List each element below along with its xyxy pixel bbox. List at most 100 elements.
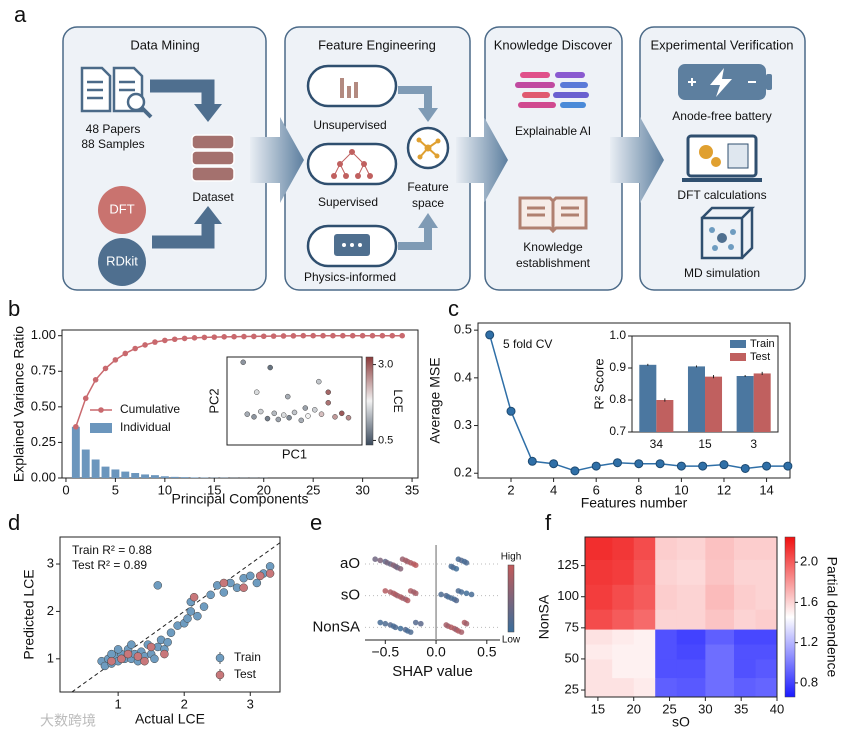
x-tick-label: 2 xyxy=(507,482,514,497)
x-tick-label: 3 xyxy=(750,437,757,451)
heat-cell xyxy=(705,677,735,698)
point xyxy=(107,649,116,659)
point xyxy=(310,332,316,339)
heat-cell xyxy=(676,643,706,660)
bar xyxy=(190,477,199,478)
x-tick-label: 5 xyxy=(112,482,119,497)
heat-cell xyxy=(655,677,678,698)
point xyxy=(102,365,109,372)
method-icon-part xyxy=(306,142,398,186)
flow-arrow xyxy=(398,213,438,250)
heat-cell xyxy=(755,537,778,560)
bar xyxy=(639,364,657,432)
battery-icon xyxy=(678,64,772,100)
point xyxy=(171,336,178,343)
point xyxy=(783,461,793,471)
colorbar-tick-label: 2.0 xyxy=(800,554,818,569)
method-glyph-part xyxy=(358,243,362,247)
label: Anode-free battery xyxy=(672,109,771,123)
heat-cell xyxy=(755,643,778,660)
method-glyph xyxy=(331,78,373,256)
papers-icon xyxy=(80,66,153,119)
method-glyph-part xyxy=(342,243,346,247)
point xyxy=(219,588,229,597)
colorbar xyxy=(365,356,374,446)
shap-point xyxy=(458,589,465,595)
point xyxy=(113,645,123,654)
feature-space-icon-part xyxy=(417,154,423,160)
label: 48 Papers xyxy=(86,122,141,136)
computer-icon-part xyxy=(711,157,721,167)
shap-point xyxy=(458,629,465,635)
bar xyxy=(753,373,771,432)
label: establishment xyxy=(516,256,591,270)
point xyxy=(318,411,325,417)
y-tick-label: 0.9 xyxy=(609,360,626,374)
heat-cell xyxy=(585,677,613,698)
heat-cell xyxy=(755,559,778,585)
heat-cell xyxy=(612,559,635,585)
point xyxy=(740,463,750,473)
point xyxy=(320,332,326,339)
point xyxy=(270,333,277,339)
y-tick-label: 2 xyxy=(47,603,54,618)
stage-arrow xyxy=(250,117,304,203)
heat-cell xyxy=(676,559,706,585)
feature-space-icon-part xyxy=(416,137,422,143)
heat-cell xyxy=(585,658,613,679)
legend-label: Test xyxy=(234,667,257,681)
heat-cell xyxy=(734,629,757,645)
annotation: 5 fold CV xyxy=(503,337,552,351)
method-glyph-part xyxy=(333,151,371,177)
colorbar-label: LCE xyxy=(391,389,405,412)
point xyxy=(549,459,559,469)
point xyxy=(140,656,149,666)
x-tick-label: 10 xyxy=(674,482,688,497)
y-tick-label: 50 xyxy=(565,650,579,665)
dataset-icon-part xyxy=(191,134,235,150)
point xyxy=(719,460,729,470)
point xyxy=(399,332,405,339)
heat-cell xyxy=(676,609,706,630)
cube-icon-part xyxy=(712,245,718,251)
point xyxy=(231,333,237,340)
feature-label: sO xyxy=(341,587,360,604)
colorbar-label: Low xyxy=(502,635,521,646)
y-tick-label: 1.00 xyxy=(31,327,56,342)
shap-point xyxy=(407,629,414,635)
point xyxy=(117,654,126,664)
legend-swatch xyxy=(215,670,225,680)
heat-cell xyxy=(612,643,635,660)
y-axis-label: Explained Variance Ratio xyxy=(11,326,27,482)
heat-cell xyxy=(705,629,735,645)
colorbar-label: High xyxy=(501,552,522,563)
heat-cell xyxy=(633,584,656,610)
x-tick-label: 20 xyxy=(256,482,270,497)
shap-point xyxy=(412,590,419,597)
x-axis-label: Actual LCE xyxy=(135,711,205,727)
point xyxy=(300,332,307,339)
heat-cell xyxy=(633,658,656,679)
point xyxy=(162,337,168,344)
point xyxy=(340,332,346,339)
point xyxy=(246,571,255,581)
flow-arrow-part xyxy=(398,86,432,110)
heat-cell xyxy=(585,609,613,630)
battery-icon-part xyxy=(688,78,756,86)
legend-swatch xyxy=(215,653,225,663)
label: Explainable AI xyxy=(515,124,591,138)
shap-point xyxy=(382,588,389,594)
y-tick-label: 0.3 xyxy=(454,417,472,432)
point xyxy=(255,571,265,581)
point xyxy=(316,378,322,385)
heat-cell xyxy=(655,629,678,645)
point xyxy=(265,562,275,571)
point xyxy=(206,590,215,600)
dataset-icon-part xyxy=(191,150,235,166)
legend-swatch xyxy=(730,353,746,361)
heat-cell xyxy=(755,658,778,679)
bar xyxy=(131,473,140,478)
shap-point xyxy=(377,557,384,564)
y-tick-label: 0.4 xyxy=(454,369,472,384)
